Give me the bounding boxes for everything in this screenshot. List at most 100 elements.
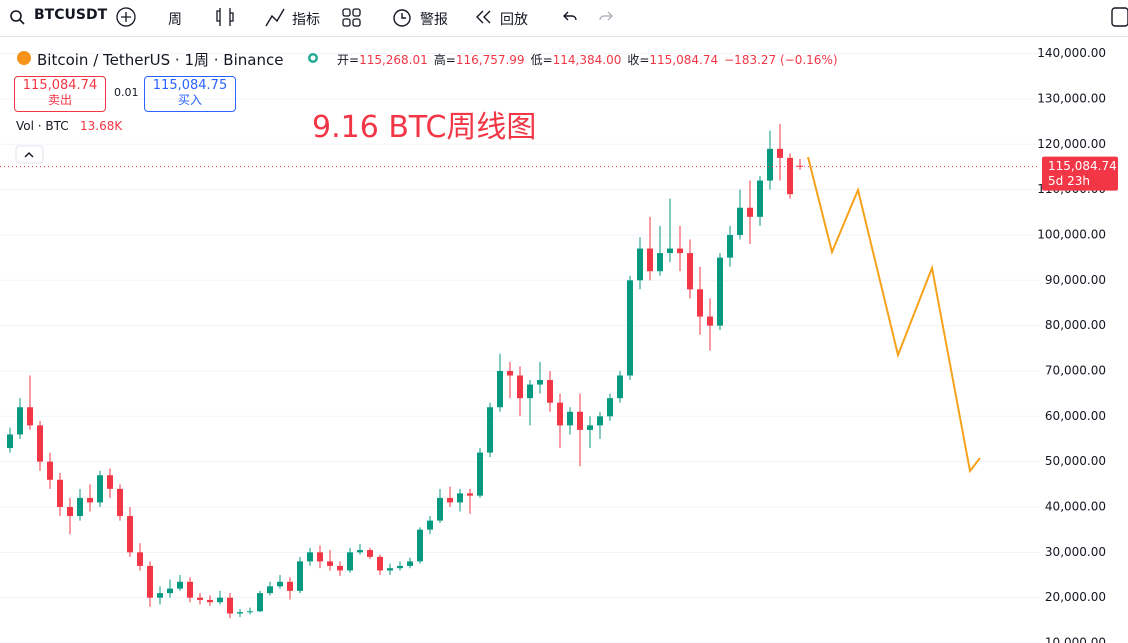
candle-body: [77, 497, 83, 517]
add-symbol[interactable]: [116, 7, 136, 27]
sell-button[interactable]: 115,084.74 卖出: [14, 76, 106, 112]
sell-label: 卖出: [47, 93, 72, 107]
y-tick-label: 20,000.00: [1045, 590, 1106, 604]
symbol-logo: [17, 51, 31, 65]
y-tick-label: 140,000.00: [1037, 46, 1106, 60]
alert[interactable]: 警报: [420, 12, 448, 28]
ohlc-key: 收=: [627, 53, 650, 67]
candle-body: [597, 416, 603, 426]
candle-body: [487, 407, 493, 453]
indicators-icon: [265, 8, 285, 27]
candle-body: [127, 516, 133, 553]
candle-body: [627, 280, 633, 376]
candle-body: [207, 599, 213, 603]
candle-body: [717, 257, 723, 326]
candle-body: [757, 180, 763, 217]
ohlc-key: 高=: [433, 53, 456, 67]
y-tick-label: 60,000.00: [1045, 409, 1106, 423]
candle-body: [337, 565, 343, 571]
y-tick-label: 10,000.00: [1045, 636, 1106, 643]
candle-body: [187, 581, 193, 598]
candle-body: [37, 425, 43, 462]
buy-label: 买入: [177, 93, 202, 107]
search-icon[interactable]: [10, 10, 22, 22]
replay[interactable]: 回放: [500, 12, 528, 28]
candle-body: [67, 506, 73, 517]
market-status: [310, 55, 316, 61]
candle-body: [707, 316, 713, 326]
candle-body: [697, 289, 703, 317]
undo[interactable]: [563, 11, 577, 21]
sell-price: 115,084.74: [22, 78, 98, 93]
annotation: 9.16 BTC周线图: [312, 110, 537, 145]
candle-body: [147, 565, 153, 598]
y-tick-label: 120,000.00: [1037, 137, 1106, 151]
candle-body: [407, 561, 413, 566]
panel-toggle[interactable]: [1111, 7, 1128, 27]
candle-body: [737, 207, 743, 235]
search-icon: [19, 19, 25, 25]
candle-body: [547, 380, 553, 403]
chart-type-icon[interactable]: [216, 8, 234, 26]
y-tick-label: 30,000.00: [1045, 545, 1106, 559]
candle-body: [467, 493, 473, 496]
candle-body: [377, 556, 383, 571]
candle-body: [657, 253, 663, 272]
y-tick-label: 80,000.00: [1045, 318, 1106, 332]
y-tick-label: 90,000.00: [1045, 273, 1106, 287]
symbol[interactable]: BTCUSDT: [34, 7, 108, 23]
candle-body: [747, 207, 753, 217]
collapse-button[interactable]: [15, 145, 44, 164]
candle-body: [497, 370, 503, 408]
candle-body: [417, 529, 423, 562]
candle-body: [97, 475, 103, 503]
candle-body: [437, 497, 443, 521]
candle-body: [457, 493, 463, 503]
redo[interactable]: [599, 11, 613, 21]
candle-body: [107, 475, 113, 489]
candle-body: [317, 552, 323, 562]
ohlc-legend: 开=115,268.01 高=116,757.99 低=114,384.00 收=11…: [337, 51, 838, 68]
candle-body: [477, 452, 483, 496]
candle-body: [357, 550, 363, 553]
candle-body: [247, 611, 253, 613]
y-tick-label: 130,000.00: [1037, 91, 1106, 105]
buy-price: 115,084.75: [152, 78, 228, 93]
ohlc-value: 115,084.74: [649, 53, 719, 67]
candle-body: [137, 552, 143, 566]
candle-body: [217, 597, 223, 603]
volume-value: 13.68K: [80, 119, 123, 133]
candle-body: [117, 488, 123, 517]
ohlc-value: 114,384.00: [552, 53, 622, 67]
candle-body: [427, 520, 433, 530]
price-axis: 10,000.00 20,000.00 30,000.00 40,000.00 50,0…: [0, 46, 1118, 643]
candle-body: [87, 497, 93, 503]
ohlc-key: 低=: [530, 53, 553, 67]
candle-body: [637, 248, 643, 281]
alert-icon: [401, 13, 406, 19]
candle-body: [577, 411, 583, 430]
candle-body: [777, 148, 783, 158]
candle-body: [447, 497, 453, 503]
ohlc-key: 开=: [337, 53, 360, 67]
candle-body: [607, 398, 613, 417]
candle-body: [537, 380, 543, 385]
collapse-button: [24, 152, 34, 158]
candle-body: [277, 581, 283, 587]
countdown: 5d 23h: [1048, 174, 1090, 188]
candle-body: [727, 234, 733, 258]
candle-body: [297, 561, 303, 591]
buy-button[interactable]: 115,084.75 买入: [144, 76, 236, 112]
candle-body: [617, 375, 623, 399]
y-tick-label: 100,000.00: [1037, 227, 1106, 241]
indicators[interactable]: 指标: [292, 12, 320, 28]
volume-label: Vol · BTC: [16, 119, 69, 133]
candle-body: [507, 370, 513, 376]
interval[interactable]: 周: [168, 12, 182, 28]
candle-body: [47, 461, 53, 480]
candle-body: [517, 375, 523, 399]
layout-icon[interactable]: [342, 8, 361, 27]
candle-body: [197, 597, 203, 600]
